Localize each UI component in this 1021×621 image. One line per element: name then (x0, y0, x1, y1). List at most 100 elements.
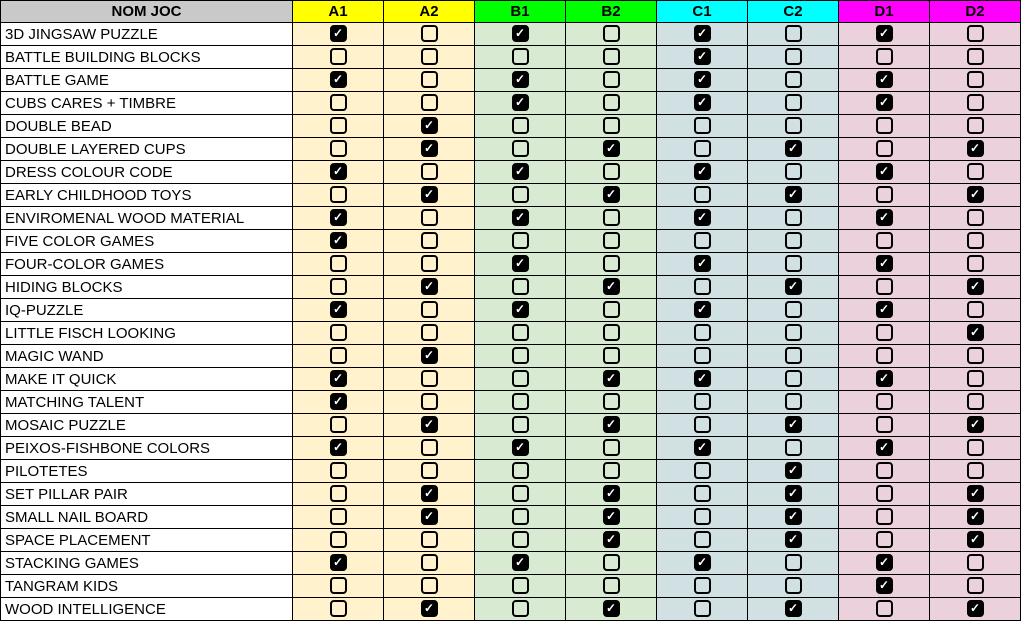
check-cell-a2[interactable]: ✓ (383, 597, 475, 621)
unchecked-checkbox-d2-icon[interactable] (966, 209, 984, 227)
checked-checkbox-d1-icon[interactable]: ✓ (875, 554, 893, 572)
check-cell-b2[interactable]: ✓ (565, 137, 657, 161)
check-cell-d1[interactable]: ✓ (838, 298, 930, 322)
unchecked-checkbox-c1-icon[interactable] (693, 140, 711, 158)
game-name-cell[interactable]: DOUBLE BEAD (0, 114, 293, 138)
unchecked-checkbox-d2-icon[interactable] (966, 462, 984, 480)
check-cell-c2[interactable] (747, 344, 839, 368)
unchecked-checkbox-a1-icon[interactable] (329, 531, 347, 549)
check-cell-b2[interactable]: ✓ (565, 275, 657, 299)
check-cell-b1[interactable] (474, 137, 566, 161)
check-cell-d1[interactable]: ✓ (838, 160, 930, 184)
checked-checkbox-b1-icon[interactable]: ✓ (511, 301, 529, 319)
checked-checkbox-d2-icon[interactable]: ✓ (966, 508, 984, 526)
check-cell-a2[interactable] (383, 574, 475, 598)
unchecked-checkbox-b2-icon[interactable] (602, 393, 620, 411)
unchecked-checkbox-c2-icon[interactable] (784, 209, 802, 227)
check-cell-b1[interactable] (474, 574, 566, 598)
checked-checkbox-a1-icon[interactable]: ✓ (329, 439, 347, 457)
check-cell-a2[interactable]: ✓ (383, 344, 475, 368)
unchecked-checkbox-a1-icon[interactable] (329, 278, 347, 296)
check-cell-c1[interactable] (656, 390, 748, 414)
check-cell-c2[interactable] (747, 252, 839, 276)
check-cell-d2[interactable] (929, 574, 1021, 598)
check-cell-a1[interactable] (292, 459, 384, 483)
checked-checkbox-b2-icon[interactable]: ✓ (602, 186, 620, 204)
checked-checkbox-a2-icon[interactable]: ✓ (420, 600, 438, 618)
check-cell-b1[interactable] (474, 367, 566, 391)
unchecked-checkbox-a1-icon[interactable] (329, 347, 347, 365)
game-name-cell[interactable]: HIDING BLOCKS (0, 275, 293, 299)
check-cell-a2[interactable] (383, 252, 475, 276)
unchecked-checkbox-c1-icon[interactable] (693, 577, 711, 595)
unchecked-checkbox-a1-icon[interactable] (329, 485, 347, 503)
checked-checkbox-b2-icon[interactable]: ✓ (602, 485, 620, 503)
checked-checkbox-d1-icon[interactable]: ✓ (875, 255, 893, 273)
unchecked-checkbox-c1-icon[interactable] (693, 485, 711, 503)
check-cell-a1[interactable]: ✓ (292, 390, 384, 414)
check-cell-c1[interactable] (656, 344, 748, 368)
check-cell-c1[interactable]: ✓ (656, 160, 748, 184)
check-cell-d2[interactable]: ✓ (929, 321, 1021, 345)
unchecked-checkbox-b2-icon[interactable] (602, 232, 620, 250)
check-cell-d2[interactable] (929, 160, 1021, 184)
check-cell-d2[interactable]: ✓ (929, 137, 1021, 161)
check-cell-d2[interactable] (929, 45, 1021, 69)
check-cell-b1[interactable] (474, 321, 566, 345)
check-cell-b2[interactable] (565, 229, 657, 253)
check-cell-c1[interactable]: ✓ (656, 436, 748, 460)
check-cell-d1[interactable]: ✓ (838, 436, 930, 460)
check-cell-a1[interactable]: ✓ (292, 206, 384, 230)
check-cell-c1[interactable] (656, 482, 748, 506)
checked-checkbox-c1-icon[interactable]: ✓ (693, 439, 711, 457)
check-cell-d2[interactable] (929, 206, 1021, 230)
unchecked-checkbox-c1-icon[interactable] (693, 393, 711, 411)
unchecked-checkbox-d1-icon[interactable] (875, 278, 893, 296)
check-cell-b2[interactable] (565, 160, 657, 184)
unchecked-checkbox-b1-icon[interactable] (511, 347, 529, 365)
game-name-cell[interactable]: DOUBLE LAYERED CUPS (0, 137, 293, 161)
check-cell-c1[interactable]: ✓ (656, 206, 748, 230)
check-cell-b2[interactable] (565, 344, 657, 368)
checked-checkbox-c1-icon[interactable]: ✓ (693, 255, 711, 273)
checked-checkbox-c1-icon[interactable]: ✓ (693, 71, 711, 89)
check-cell-c1[interactable] (656, 229, 748, 253)
check-cell-a1[interactable]: ✓ (292, 229, 384, 253)
check-cell-c1[interactable]: ✓ (656, 367, 748, 391)
check-cell-d2[interactable]: ✓ (929, 505, 1021, 529)
game-name-cell[interactable]: EARLY CHILDHOOD TOYS (0, 183, 293, 207)
unchecked-checkbox-d2-icon[interactable] (966, 163, 984, 181)
unchecked-checkbox-b1-icon[interactable] (511, 462, 529, 480)
unchecked-checkbox-d1-icon[interactable] (875, 48, 893, 66)
check-cell-b1[interactable]: ✓ (474, 91, 566, 115)
check-cell-a1[interactable] (292, 413, 384, 437)
unchecked-checkbox-d2-icon[interactable] (966, 370, 984, 388)
check-cell-b2[interactable]: ✓ (565, 413, 657, 437)
checked-checkbox-d2-icon[interactable]: ✓ (966, 485, 984, 503)
check-cell-d2[interactable] (929, 68, 1021, 92)
unchecked-checkbox-b1-icon[interactable] (511, 140, 529, 158)
check-cell-d2[interactable] (929, 436, 1021, 460)
check-cell-a2[interactable]: ✓ (383, 413, 475, 437)
checked-checkbox-d1-icon[interactable]: ✓ (875, 301, 893, 319)
check-cell-d2[interactable] (929, 91, 1021, 115)
check-cell-c2[interactable] (747, 551, 839, 575)
checked-checkbox-a1-icon[interactable]: ✓ (329, 163, 347, 181)
unchecked-checkbox-d1-icon[interactable] (875, 186, 893, 204)
header-cell-b2[interactable]: B2 (565, 0, 657, 23)
check-cell-b2[interactable] (565, 298, 657, 322)
header-cell-d2[interactable]: D2 (929, 0, 1021, 23)
unchecked-checkbox-a1-icon[interactable] (329, 577, 347, 595)
checked-checkbox-a1-icon[interactable]: ✓ (329, 301, 347, 319)
unchecked-checkbox-b2-icon[interactable] (602, 71, 620, 89)
unchecked-checkbox-b1-icon[interactable] (511, 393, 529, 411)
check-cell-d1[interactable] (838, 114, 930, 138)
unchecked-checkbox-b1-icon[interactable] (511, 577, 529, 595)
game-name-cell[interactable]: MAGIC WAND (0, 344, 293, 368)
game-name-cell[interactable]: LITTLE FISCH LOOKING (0, 321, 293, 345)
check-cell-c1[interactable] (656, 574, 748, 598)
check-cell-c1[interactable]: ✓ (656, 45, 748, 69)
check-cell-a2[interactable] (383, 436, 475, 460)
check-cell-d2[interactable] (929, 22, 1021, 46)
check-cell-b2[interactable] (565, 459, 657, 483)
